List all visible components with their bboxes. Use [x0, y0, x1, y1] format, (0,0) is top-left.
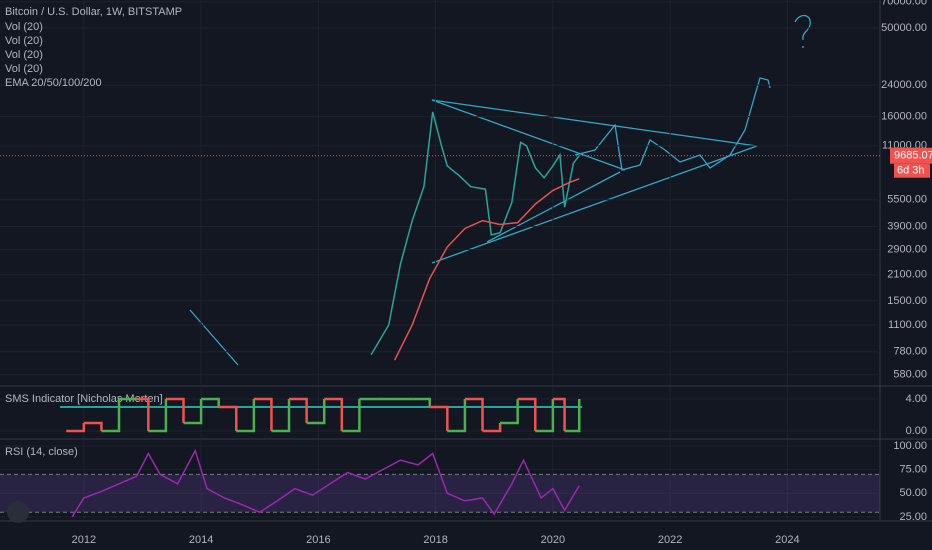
indicator-step	[341, 399, 361, 433]
indicator-label: EMA 20/50/100/200	[5, 77, 102, 89]
drawings	[189, 14, 811, 366]
indicator-step	[552, 397, 566, 431]
indicator-step	[482, 423, 502, 433]
y-tick-label: 50000.00	[881, 22, 927, 34]
pane-title: RSI (14, close)	[5, 446, 78, 458]
y-tick-label: 25.00	[899, 511, 927, 523]
indicator-step	[201, 397, 220, 407]
indicator-step	[66, 423, 86, 433]
indicator-step	[447, 399, 467, 433]
trend-line	[486, 171, 621, 243]
x-tick-label: 2020	[541, 534, 565, 546]
indicator-step	[136, 397, 150, 431]
indicator-step	[464, 397, 484, 431]
series-line	[71, 448, 580, 518]
indicator-step	[271, 399, 291, 433]
y-tick-label: 0.00	[906, 425, 927, 437]
y-tick-label: 100.00	[893, 440, 927, 452]
trend-line	[431, 99, 758, 147]
projection-sketch	[574, 77, 771, 171]
indicator-step	[412, 397, 431, 407]
indicator-step	[535, 399, 555, 433]
series-line	[393, 178, 580, 361]
y-tick-label: 1500.00	[887, 295, 927, 307]
trend-line	[189, 309, 239, 366]
y-tick-label: 2100.00	[887, 269, 927, 281]
indicator-step	[165, 397, 185, 423]
x-tick-label: 2014	[189, 534, 213, 546]
question-mark	[794, 14, 811, 48]
trend-line	[431, 145, 758, 264]
indicator-step	[253, 397, 273, 431]
indicator-step	[148, 399, 168, 433]
indicator-step	[183, 399, 203, 425]
countdown-box	[894, 163, 930, 178]
y-tick-label: 75.00	[899, 464, 927, 476]
y-tick-label: 5500.00	[887, 194, 927, 206]
y-tick-label: 24000.00	[881, 79, 927, 91]
indicator-label: Vol (20)	[5, 63, 43, 75]
indicator-step	[306, 399, 326, 425]
indicator-step	[324, 397, 344, 431]
last-price-box	[890, 147, 932, 164]
y-tick-label: 2900.00	[887, 243, 927, 255]
pane-title: SMS Indicator [Nicholas Merten]	[5, 393, 163, 405]
y-tick-label: 4.00	[906, 393, 927, 405]
rsi-band	[0, 474, 880, 513]
x-tick-label: 2016	[306, 534, 330, 546]
indicator-step	[83, 421, 103, 431]
x-tick-label: 2012	[72, 534, 96, 546]
indicator-step	[564, 399, 581, 433]
indicator-label: Vol (20)	[5, 35, 43, 47]
last-price-label: 9685.07	[894, 150, 932, 162]
y-tick-label: 780.00	[893, 346, 927, 358]
pane-title: Bitcoin / U.S. Dollar, 1W, BITSTAMP	[5, 6, 182, 18]
countdown-label: 6d 3h	[897, 165, 925, 177]
trend-line	[431, 99, 626, 171]
indicator-step	[101, 399, 121, 433]
y-tick-label: 70000.00	[881, 0, 927, 8]
y-tick-label: 580.00	[893, 369, 927, 381]
indicator-step	[289, 397, 308, 423]
x-tick-label: 2018	[423, 534, 447, 546]
x-tick-label: 2022	[658, 534, 682, 546]
indicator-step	[517, 397, 537, 431]
indicator-step	[500, 399, 519, 425]
y-tick-label: 50.00	[899, 487, 927, 499]
indicator-label: Vol (20)	[5, 49, 43, 61]
indicator-label: Vol (20)	[5, 21, 43, 33]
y-tick-label: 3900.00	[887, 220, 927, 232]
indicator-step	[218, 405, 238, 431]
series-line	[370, 111, 580, 356]
logo	[7, 501, 29, 523]
indicator-step	[236, 399, 256, 433]
x-tick-label: 2024	[775, 534, 799, 546]
y-tick-label: 1100.00	[888, 319, 927, 331]
y-tick-label: 16000.00	[881, 111, 927, 123]
indicator-step	[429, 405, 449, 431]
